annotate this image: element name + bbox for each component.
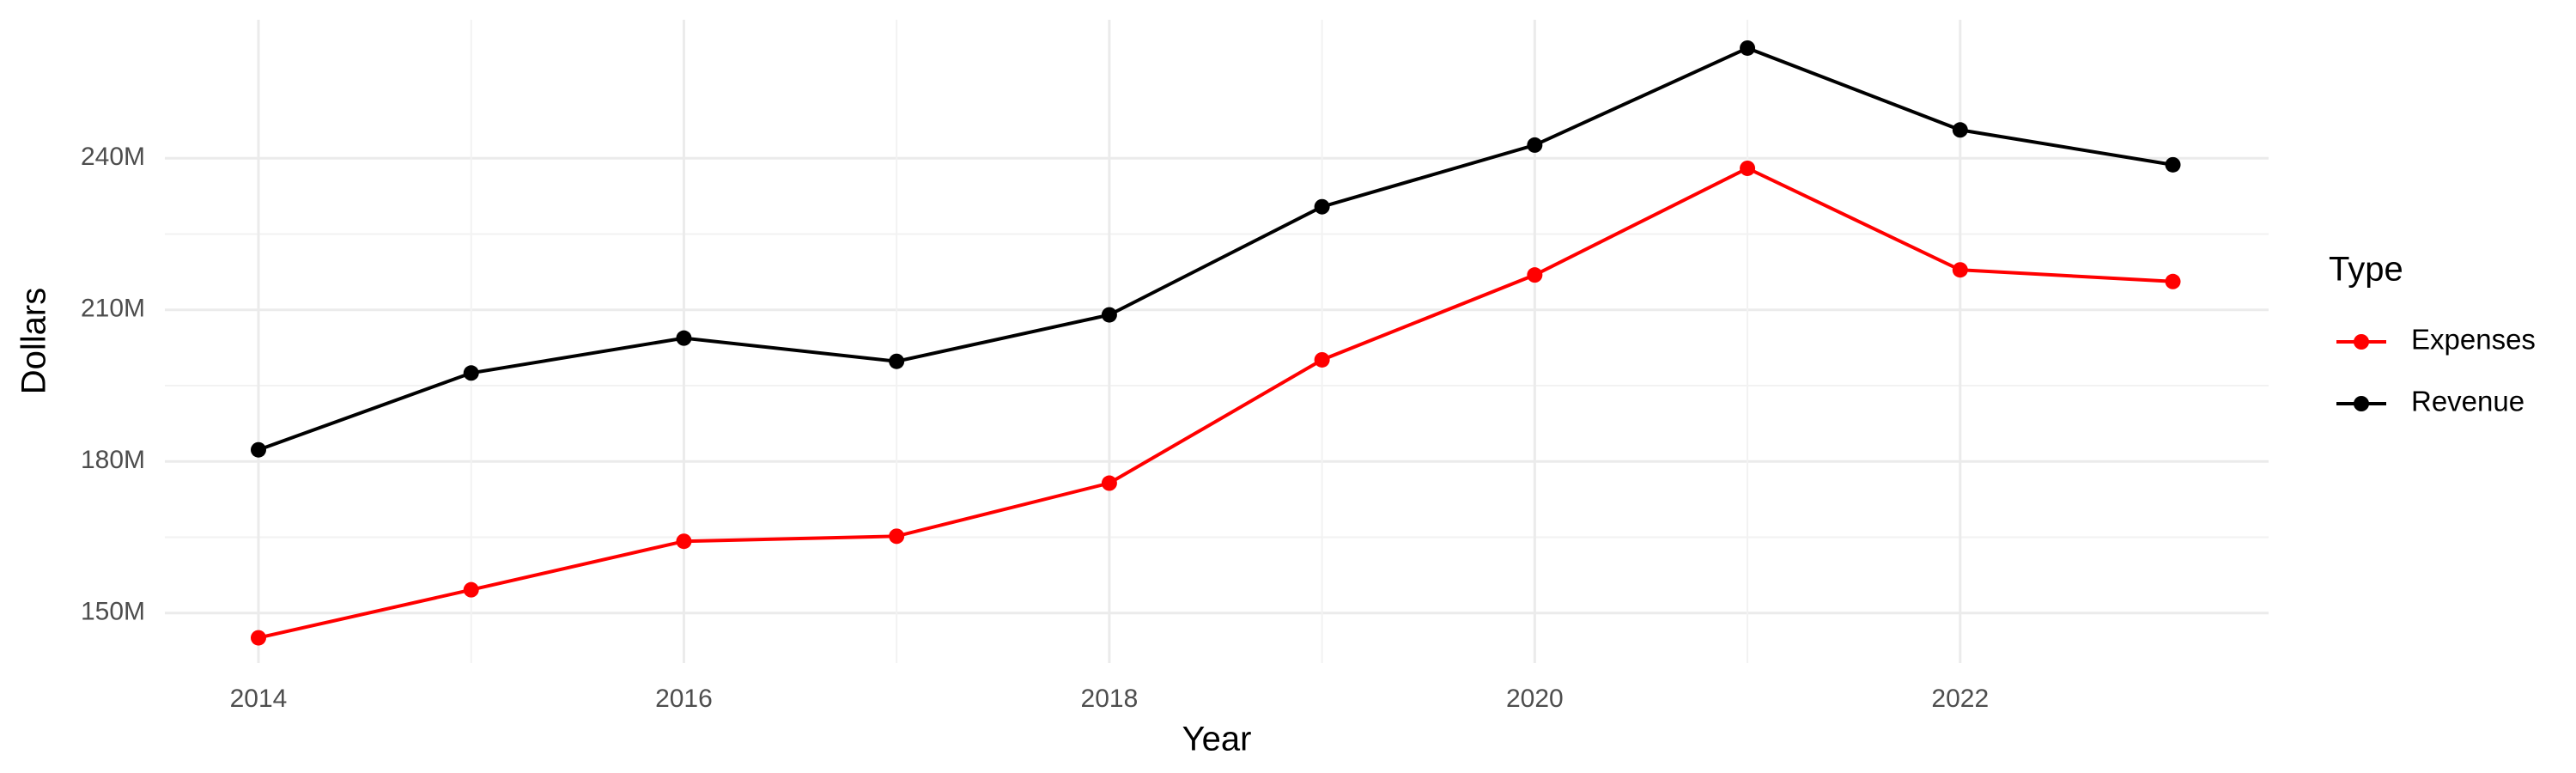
x-tick-label: 2020 xyxy=(1506,685,1564,713)
data-point xyxy=(1101,475,1117,491)
y-tick-label: 210M xyxy=(81,295,145,323)
x-axis-title: Year xyxy=(1182,721,1252,758)
data-point xyxy=(463,365,479,381)
data-point xyxy=(1527,137,1543,153)
data-point xyxy=(1527,267,1543,283)
series-line xyxy=(258,46,2173,452)
data-point xyxy=(1740,40,1756,56)
data-point xyxy=(1314,351,1330,368)
legend-label: Expenses xyxy=(2411,324,2536,356)
data-point xyxy=(676,533,692,550)
y-axis-title: Dollars xyxy=(15,288,53,394)
data-point xyxy=(250,441,266,458)
x-tick-label: 2022 xyxy=(1931,685,1989,713)
y-tick-label: 240M xyxy=(81,143,145,171)
grid xyxy=(165,20,2269,663)
legend-dot xyxy=(2354,396,2369,411)
legend-title: Type xyxy=(2329,251,2403,289)
data-point xyxy=(676,330,692,346)
legend-label: Revenue xyxy=(2411,386,2524,417)
y-tick-label: 180M xyxy=(81,446,145,474)
data-point xyxy=(889,528,905,545)
x-tick-label: 2018 xyxy=(1081,685,1139,713)
series-line xyxy=(258,166,2173,640)
data-point xyxy=(2165,156,2181,173)
data-point xyxy=(1314,198,1330,215)
data-point xyxy=(1952,122,1968,138)
data-point xyxy=(1101,307,1117,323)
data-point xyxy=(2165,273,2181,289)
x-tick-label: 2014 xyxy=(230,685,288,713)
marks xyxy=(250,40,2181,646)
data-point xyxy=(1952,262,1968,278)
data-point xyxy=(889,353,905,369)
data-point xyxy=(250,630,266,646)
data-point xyxy=(1740,160,1756,176)
y-tick-label: 150M xyxy=(81,598,145,626)
x-tick-label: 2016 xyxy=(655,685,713,713)
legend-dot xyxy=(2354,334,2369,350)
data-point xyxy=(463,581,479,598)
